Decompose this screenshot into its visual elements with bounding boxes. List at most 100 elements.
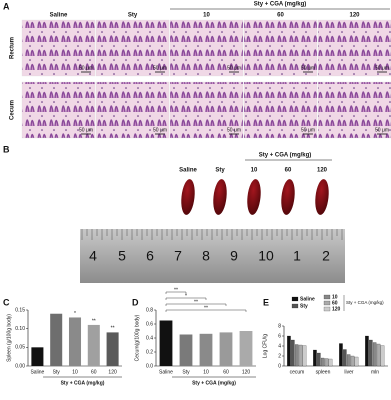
scale-label: 50 μm (79, 65, 93, 71)
histology-image (243, 81, 318, 139)
bracket (165, 309, 247, 312)
legend-group-label: Sty + CGA (mg/kg) (346, 300, 384, 305)
bar (380, 345, 385, 367)
group-label: Sty + CGA (mg/kg) (61, 380, 105, 386)
ruler-number: 4 (89, 248, 97, 264)
x-tick-label: 120 (242, 369, 251, 375)
legend-swatch (323, 300, 331, 306)
bar (324, 358, 329, 367)
y-tick-label: 0.8 (146, 307, 153, 313)
legend-swatch (291, 303, 299, 309)
bar (313, 349, 317, 367)
group-label: Sty + CGA (mg/kg) (254, 2, 307, 8)
bar (294, 344, 299, 367)
column-label: Sty (215, 168, 225, 174)
histology-image (317, 81, 391, 139)
column-label: 120 (317, 168, 328, 174)
panel-letter: D (132, 297, 139, 307)
bar (365, 335, 369, 367)
significance: ** (194, 299, 198, 305)
y-tick-label: 2 (278, 353, 281, 359)
ruler-number: 9 (230, 248, 238, 264)
column-label: 10 (251, 168, 258, 174)
group-label: Sty + CGA (mg/kg) (259, 153, 312, 159)
bar (328, 358, 333, 367)
bar (291, 339, 295, 367)
panel-letter: C (3, 297, 10, 307)
scale-label: 50 μm (153, 65, 167, 71)
y-axis-label: Spleen (g/100g body) (6, 314, 12, 362)
bar (219, 332, 233, 366)
y-tick-label: 0.6 (146, 321, 153, 327)
column-label: 10 (203, 13, 210, 19)
y-tick-label: 0.05 (15, 345, 25, 351)
spleen (315, 179, 329, 215)
y-tick-label: 0.15 (15, 307, 25, 313)
y-axis-label: Log CFU/g (262, 334, 268, 358)
spleen (213, 179, 227, 215)
bar (343, 349, 347, 367)
column-label: 120 (349, 13, 360, 19)
spleen (181, 179, 195, 215)
column-label: Saline (50, 13, 68, 19)
x-tick-label: mln (371, 369, 379, 375)
scale-label: 50 μm (375, 65, 389, 71)
bracket (165, 297, 207, 300)
legend-swatch (323, 294, 331, 300)
x-tick-label: 10 (72, 369, 78, 375)
bracket (165, 291, 187, 294)
legend-label: Saline (300, 296, 315, 302)
scale-label: 50 μm (301, 127, 315, 133)
histology-image (95, 19, 170, 77)
column-label: Saline (179, 168, 197, 174)
significance: * (74, 311, 76, 317)
significance: ** (111, 326, 115, 332)
bar (369, 339, 373, 367)
x-tick-label: liver (344, 369, 354, 375)
histology-image (169, 19, 244, 77)
ruler-number: 5 (118, 248, 126, 264)
x-tick-label: Sty (182, 369, 190, 375)
significance: ** (204, 305, 208, 311)
histology-image (317, 19, 391, 77)
bracket (165, 303, 227, 306)
y-tick-label: 0 (278, 363, 281, 369)
bar (350, 355, 355, 367)
bar (159, 320, 173, 366)
histology-image (21, 19, 96, 77)
scale-label: 50 μm (79, 127, 93, 133)
column-label: 60 (285, 168, 292, 174)
y-tick-label: 0.0 (146, 363, 153, 369)
spleen (247, 179, 261, 215)
panel-letter: A (3, 1, 10, 11)
column-label: Sty (128, 13, 138, 19)
ruler-number: 6 (146, 248, 154, 264)
bar (376, 343, 381, 367)
y-tick-label: 0.4 (146, 335, 153, 341)
x-tick-label: 60 (91, 369, 97, 375)
histology-image (169, 81, 244, 139)
significance: ** (92, 318, 96, 324)
x-tick-label: Sty (53, 369, 61, 375)
legend-swatch (291, 296, 299, 302)
panel-b: Saline Sty 10 60 120 4 5 6 7 8 9 10 1 2 (81, 168, 343, 264)
scale-label: 50 μm (227, 127, 241, 133)
y-tick-label: 6 (278, 333, 281, 339)
panel-a: Saline Sty 10 60 120 Rectum 50 μm 50 μm 50 μm 50 … (10, 13, 391, 139)
row-label: Rectum (10, 37, 16, 59)
bar (354, 356, 359, 367)
ruler-number: 2 (322, 248, 330, 264)
panel-letter: E (263, 297, 269, 307)
legend-swatch (323, 306, 331, 312)
x-tick-label: 120 (108, 369, 117, 375)
ruler-number: 10 (258, 248, 274, 264)
x-tick-label: 10 (203, 369, 209, 375)
legend-label: 60 (332, 300, 338, 306)
x-tick-label: spleen (316, 369, 331, 375)
y-tick-label: 0.10 (15, 326, 25, 332)
panel-letter: B (3, 144, 10, 154)
bar (68, 317, 82, 366)
bar (31, 347, 44, 366)
